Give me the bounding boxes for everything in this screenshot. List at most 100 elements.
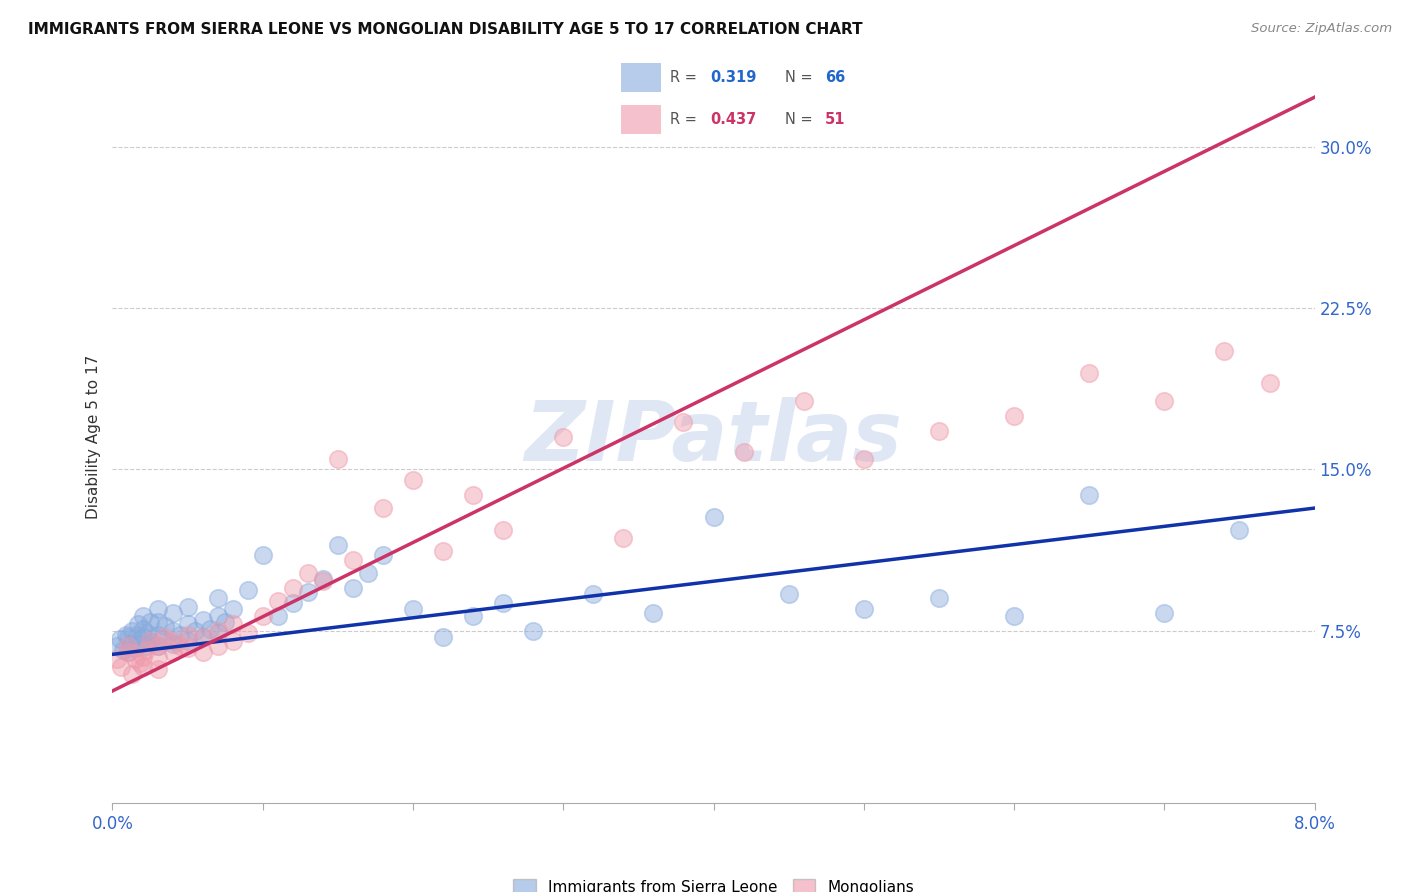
Point (131, 649, 153, 664)
Point (135, 639, 157, 653)
Point (131, 630, 153, 644)
Point (146, 615, 169, 629)
Point (312, 574, 335, 589)
Point (162, 634, 184, 648)
Point (117, 639, 139, 653)
Point (191, 630, 214, 644)
Point (402, 473, 425, 487)
Point (297, 585, 319, 599)
Point (135, 643, 157, 657)
Point (236, 582, 259, 597)
Point (672, 415, 695, 429)
Point (124, 640, 146, 655)
Text: IMMIGRANTS FROM SIERRA LEONE VS MONGOLIAN DISABILITY AGE 5 TO 17 CORRELATION CHA: IMMIGRANTS FROM SIERRA LEONE VS MONGOLIA… (28, 22, 863, 37)
Text: 0.319: 0.319 (710, 70, 756, 85)
Text: N =: N = (785, 112, 817, 127)
Point (702, 509, 725, 524)
Point (371, 549, 394, 563)
Point (553, 430, 575, 444)
Point (153, 630, 176, 644)
Point (371, 501, 394, 516)
Point (1078, 488, 1101, 502)
Point (105, 651, 128, 665)
Point (105, 639, 128, 653)
Legend: Immigrants from Sierra Leone, Mongolians: Immigrants from Sierra Leone, Mongolians (506, 872, 921, 892)
Point (461, 488, 484, 502)
Point (117, 630, 139, 644)
Point (176, 628, 198, 642)
Text: 0.437: 0.437 (710, 112, 756, 127)
Point (169, 628, 191, 642)
Point (1153, 607, 1175, 621)
Point (222, 602, 245, 616)
Text: 66: 66 (825, 70, 845, 85)
Point (169, 639, 191, 653)
Point (117, 645, 139, 659)
FancyBboxPatch shape (621, 63, 661, 92)
Point (297, 566, 319, 580)
Point (136, 625, 159, 640)
Point (111, 643, 134, 657)
Point (252, 608, 274, 623)
Point (176, 634, 198, 648)
Point (198, 622, 221, 636)
Point (117, 645, 139, 659)
Point (207, 624, 229, 638)
Point (139, 634, 162, 648)
Point (793, 393, 815, 408)
Text: ZIPatlas: ZIPatlas (524, 397, 903, 477)
Point (146, 602, 169, 616)
Point (214, 615, 236, 629)
Point (778, 587, 800, 601)
Point (1002, 608, 1025, 623)
Point (146, 639, 169, 653)
Point (128, 656, 150, 670)
Point (207, 639, 229, 653)
Point (312, 572, 335, 586)
Text: 51: 51 (825, 112, 845, 127)
Point (492, 596, 515, 610)
Point (184, 624, 207, 638)
Point (115, 628, 138, 642)
Text: N =: N = (785, 70, 817, 85)
Point (121, 666, 143, 681)
Point (131, 660, 153, 674)
Point (522, 624, 544, 638)
Point (108, 632, 131, 647)
Point (281, 596, 304, 610)
Point (125, 628, 148, 642)
Point (357, 566, 380, 580)
Point (146, 639, 169, 653)
Point (582, 587, 605, 601)
Text: Source: ZipAtlas.com: Source: ZipAtlas.com (1251, 22, 1392, 36)
Point (176, 617, 198, 632)
Point (281, 581, 304, 595)
Point (207, 591, 229, 606)
Point (928, 424, 950, 438)
Point (402, 602, 425, 616)
Text: R =: R = (671, 70, 702, 85)
Point (139, 615, 162, 629)
Point (110, 660, 132, 674)
Point (150, 632, 173, 647)
Point (222, 617, 245, 632)
Point (153, 619, 176, 633)
Point (236, 625, 259, 640)
Point (1078, 366, 1101, 380)
Point (928, 591, 950, 606)
Y-axis label: Disability Age 5 to 17: Disability Age 5 to 17 (86, 355, 101, 519)
Point (139, 634, 162, 648)
Point (131, 608, 153, 623)
Point (852, 451, 875, 466)
Point (1229, 523, 1251, 537)
Point (461, 608, 484, 623)
Point (267, 608, 290, 623)
Point (326, 538, 349, 552)
Text: R =: R = (671, 112, 702, 127)
Point (342, 552, 364, 566)
Point (176, 640, 198, 655)
Point (128, 637, 150, 651)
Point (146, 649, 169, 664)
Point (131, 622, 153, 636)
Point (492, 523, 515, 537)
